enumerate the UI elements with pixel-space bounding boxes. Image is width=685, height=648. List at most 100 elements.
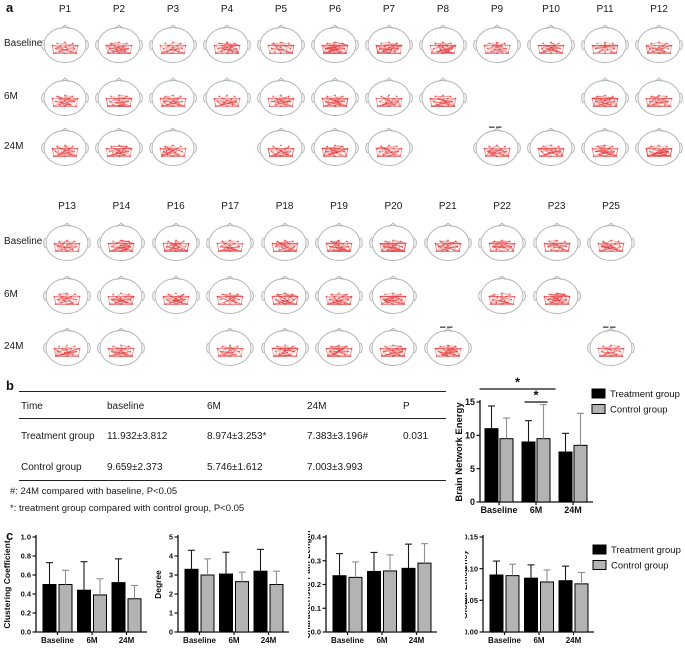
edge (170, 49, 185, 54)
network-nodes (162, 239, 190, 253)
edge (66, 302, 73, 305)
edge (621, 348, 625, 357)
edge (541, 45, 547, 50)
network-nodes (267, 94, 295, 108)
head-topoplot-P7-24M (365, 127, 413, 166)
node (492, 245, 494, 248)
node (614, 242, 617, 245)
node (548, 293, 550, 296)
node (123, 351, 125, 354)
node (669, 52, 672, 55)
edge (484, 145, 498, 149)
edge (656, 145, 660, 153)
node (122, 44, 125, 47)
node (598, 104, 601, 106)
left-ear (369, 342, 373, 354)
edge (595, 149, 606, 152)
node (110, 42, 113, 45)
patient-header-P18: P18 (275, 201, 294, 212)
node (547, 151, 550, 154)
node (114, 249, 117, 251)
edge (453, 98, 457, 107)
edge (276, 98, 287, 106)
node (429, 44, 432, 47)
edge (322, 148, 336, 157)
network-edges (645, 94, 673, 107)
node (435, 355, 438, 358)
edge (646, 45, 660, 54)
table-cell-0-1: 11.932±3.812 (107, 431, 168, 442)
node (400, 345, 402, 348)
node (235, 354, 237, 356)
edge (284, 244, 297, 252)
edge (561, 148, 565, 157)
edge (275, 293, 293, 301)
edge (548, 240, 570, 244)
node (442, 46, 444, 48)
network-edges (537, 145, 565, 157)
edge (169, 241, 184, 251)
nose (62, 327, 72, 332)
node (380, 145, 383, 148)
node (184, 298, 186, 301)
bar-degree-0-s0 (184, 568, 199, 633)
edge (595, 148, 610, 153)
edge (563, 241, 567, 247)
edge (275, 101, 291, 106)
edge (597, 42, 615, 50)
edge (487, 151, 495, 154)
node (662, 44, 665, 47)
node (282, 48, 285, 51)
node (540, 47, 543, 50)
node (280, 105, 282, 108)
edge (332, 348, 335, 355)
bar-characteristic_path_length-2-s0 (401, 567, 416, 633)
edge (440, 45, 448, 50)
edge (232, 300, 242, 305)
network-nodes (488, 239, 516, 253)
node (610, 244, 612, 246)
right-ear (139, 142, 143, 154)
x-category-label: Baseline (331, 636, 364, 645)
node (663, 154, 666, 156)
edge (435, 96, 438, 105)
edge (496, 296, 507, 304)
edge (220, 294, 223, 300)
node (442, 242, 445, 245)
edge (341, 299, 349, 302)
edge (173, 243, 181, 248)
node (324, 47, 327, 50)
right-ear (193, 92, 197, 104)
head-topoplot-P13-6M (43, 275, 91, 314)
edge (384, 296, 398, 301)
edge (276, 145, 282, 149)
node (274, 245, 277, 248)
edge (501, 45, 509, 54)
node (503, 145, 506, 148)
node (283, 250, 286, 253)
node (240, 303, 243, 306)
node (54, 355, 57, 358)
edge (284, 344, 293, 347)
edge (336, 246, 349, 249)
edge (669, 148, 673, 157)
node (451, 100, 454, 103)
node (605, 347, 608, 350)
edge (230, 239, 239, 242)
edge (388, 151, 399, 157)
edge (379, 97, 402, 103)
node (442, 52, 444, 55)
edge (613, 352, 623, 357)
network-edges (645, 145, 673, 157)
edge (118, 44, 132, 48)
patient-header-P10: P10 (542, 4, 560, 15)
edge (548, 293, 570, 297)
node (613, 150, 616, 153)
node (176, 97, 179, 100)
edge (292, 293, 298, 297)
edge (547, 246, 560, 248)
node (106, 105, 109, 108)
node (296, 295, 299, 298)
node (331, 48, 334, 51)
left-ear (203, 39, 207, 51)
